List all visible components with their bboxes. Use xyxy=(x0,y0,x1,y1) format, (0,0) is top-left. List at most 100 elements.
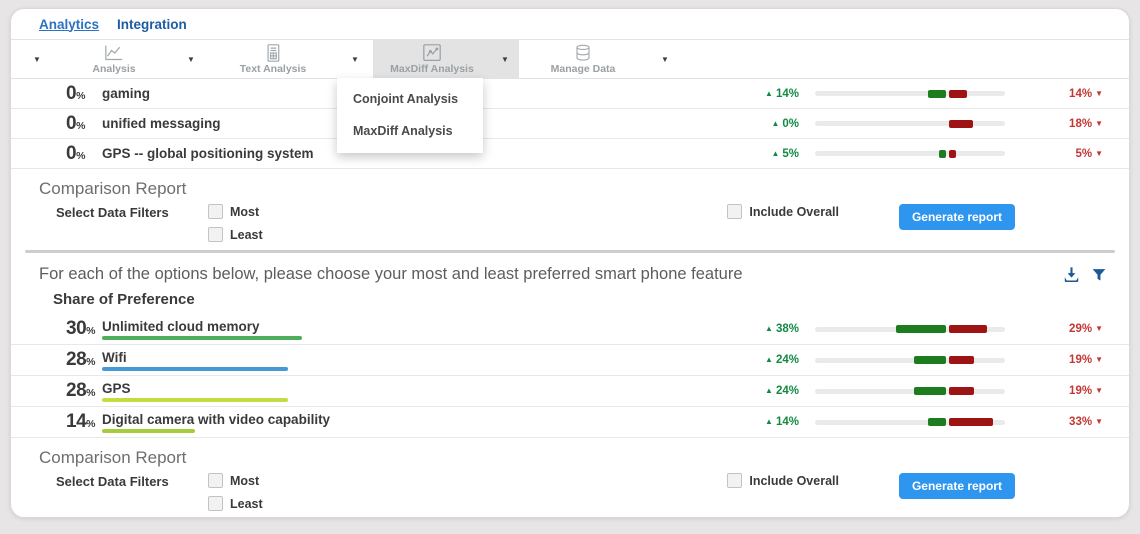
percent-sign: % xyxy=(76,149,86,162)
share-underline-bar xyxy=(102,335,302,340)
select-data-filters-label: Select Data Filters xyxy=(56,474,169,489)
green-bar-segment xyxy=(927,418,946,426)
loss-indicator: 29% ▼ xyxy=(1019,323,1103,335)
generate-report-button[interactable]: Generate report xyxy=(898,473,1015,499)
loss-value: 33% xyxy=(1069,416,1093,428)
row-value: 28% xyxy=(66,380,102,402)
divergence-bar xyxy=(815,325,1005,333)
loss-indicator: 14% ▼ xyxy=(1019,88,1103,100)
loss-indicator: 18% ▼ xyxy=(1019,118,1103,130)
down-arrow-icon: ▼ xyxy=(1095,88,1103,98)
analysis-caret[interactable]: ▼ xyxy=(173,40,209,78)
chevron-down-icon: ▼ xyxy=(187,54,195,64)
generate-report-button[interactable]: Generate report xyxy=(898,204,1015,230)
row-value-number: 0 xyxy=(66,82,77,104)
toolbar-item-analysis[interactable]: Analysis xyxy=(55,40,173,78)
loss-value: 19% xyxy=(1069,385,1093,397)
toolbar-item-text-analysis[interactable]: Text Analysis xyxy=(209,40,337,78)
share-underline-bar xyxy=(102,366,289,371)
row-label: GPS xyxy=(102,380,131,396)
percent-sign: % xyxy=(86,325,96,337)
checkbox-icon[interactable] xyxy=(727,204,743,219)
maxdiff-analysis-chart-icon xyxy=(423,43,441,61)
least-checkbox-row[interactable]: Least xyxy=(208,227,263,242)
chevron-down-icon: ▼ xyxy=(351,54,359,64)
loss-value: 29% xyxy=(1069,323,1093,335)
divergence-bar xyxy=(815,387,1005,395)
gain-indicator: ▲ 14% xyxy=(729,416,799,428)
red-bar-segment xyxy=(949,356,975,364)
row-label: Wifi xyxy=(102,349,127,365)
share-underline-bar xyxy=(102,428,196,433)
percent-sign: % xyxy=(86,356,96,368)
share-underline-bar xyxy=(102,397,289,402)
down-arrow-icon: ▼ xyxy=(1095,417,1103,426)
tab-integration[interactable]: Integration xyxy=(117,16,187,32)
loss-indicator: 33% ▼ xyxy=(1019,416,1103,428)
loss-indicator: 19% ▼ xyxy=(1019,354,1103,366)
row-label-wrap: Digital camera with video capability xyxy=(102,412,330,433)
menu-item-maxdiff-analysis[interactable]: MaxDiff Analysis xyxy=(353,124,453,138)
include-overall-checkbox-row[interactable]: Include Overall xyxy=(727,204,839,219)
row-value: 0% xyxy=(66,113,102,135)
most-label: Most xyxy=(230,473,260,488)
loss-value: 5% xyxy=(1075,147,1093,160)
gain-indicator: ▲ 0% xyxy=(729,118,799,130)
comparison-report-section-2: Comparison Report Select Data Filters Mo… xyxy=(11,438,1129,517)
toolbar-item-label: Analysis xyxy=(92,62,136,75)
row-label: Unlimited cloud memory xyxy=(102,318,260,334)
red-bar-segment xyxy=(949,149,956,158)
checkbox-icon[interactable] xyxy=(727,473,743,488)
loss-value: 14% xyxy=(1069,87,1093,100)
most-checkbox-row[interactable]: Most xyxy=(208,204,263,219)
row-value-number: 30 xyxy=(66,318,87,339)
row-value: 30% xyxy=(66,318,102,340)
checkbox-icon[interactable] xyxy=(208,496,223,511)
manage-data-caret[interactable]: ▼ xyxy=(647,40,683,78)
feature-rows-section-1: 0% gaming ▲ 14% 14% ▼ 0% unified messaging ▲ 0% 18… xyxy=(11,79,1129,169)
chevron-down-icon: ▼ xyxy=(501,54,509,64)
include-overall-label: Include Overall xyxy=(749,204,839,219)
toolbar-item-maxdiff-analysis[interactable]: MaxDiff Analysis xyxy=(373,40,491,78)
comparison-report-title: Comparison Report xyxy=(39,448,187,467)
gain-value: 5% xyxy=(782,147,799,160)
row-value: 0% xyxy=(66,83,102,105)
checkbox-icon[interactable] xyxy=(208,227,223,242)
percent-sign: % xyxy=(86,387,96,399)
row-value-number: 0 xyxy=(66,112,77,134)
most-checkbox-row[interactable]: Most xyxy=(208,473,263,488)
row-label-wrap: GPS -- global positioning system xyxy=(102,146,314,161)
menu-item-conjoint-analysis[interactable]: Conjoint Analysis xyxy=(353,92,459,106)
gain-value: 14% xyxy=(775,416,799,428)
row-label: gaming xyxy=(102,86,151,101)
toolbar-leading-caret[interactable]: ▼ xyxy=(19,40,55,78)
download-icon[interactable] xyxy=(1062,265,1081,284)
gain-indicator: ▲ 24% xyxy=(729,385,799,397)
percent-sign: % xyxy=(76,119,86,132)
row-value: 0% xyxy=(66,143,102,165)
select-data-filters-label: Select Data Filters xyxy=(56,205,169,220)
text-analysis-caret[interactable]: ▼ xyxy=(337,40,373,78)
checkbox-icon[interactable] xyxy=(208,473,223,488)
toolbar-item-manage-data[interactable]: Manage Data xyxy=(519,40,647,78)
least-label: Least xyxy=(230,227,263,242)
row-label-wrap: GPS xyxy=(102,380,289,402)
red-bar-segment xyxy=(949,325,988,333)
green-bar-segment xyxy=(914,356,946,364)
red-bar-segment xyxy=(949,89,968,98)
loss-indicator: 19% ▼ xyxy=(1019,385,1103,397)
green-bar-segment xyxy=(927,89,946,98)
manage-data-database-icon xyxy=(576,44,590,61)
gain-value: 0% xyxy=(782,117,799,130)
data-row: 14% Digital camera with video capability ▲… xyxy=(11,407,1129,438)
checkbox-icon[interactable] xyxy=(208,204,223,219)
tab-analytics[interactable]: Analytics xyxy=(39,16,100,32)
least-checkbox-row[interactable]: Least xyxy=(208,496,263,511)
toolbar-item-label: MaxDiff Analysis xyxy=(390,62,474,75)
maxdiff-caret[interactable]: ▼ xyxy=(491,40,519,78)
include-overall-checkbox-row[interactable]: Include Overall xyxy=(727,473,839,488)
row-label: GPS -- global positioning system xyxy=(102,146,314,161)
filter-icon[interactable] xyxy=(1091,266,1107,283)
up-arrow-icon: ▲ xyxy=(765,386,773,395)
data-filter-checkboxes: Most Least xyxy=(208,204,263,242)
